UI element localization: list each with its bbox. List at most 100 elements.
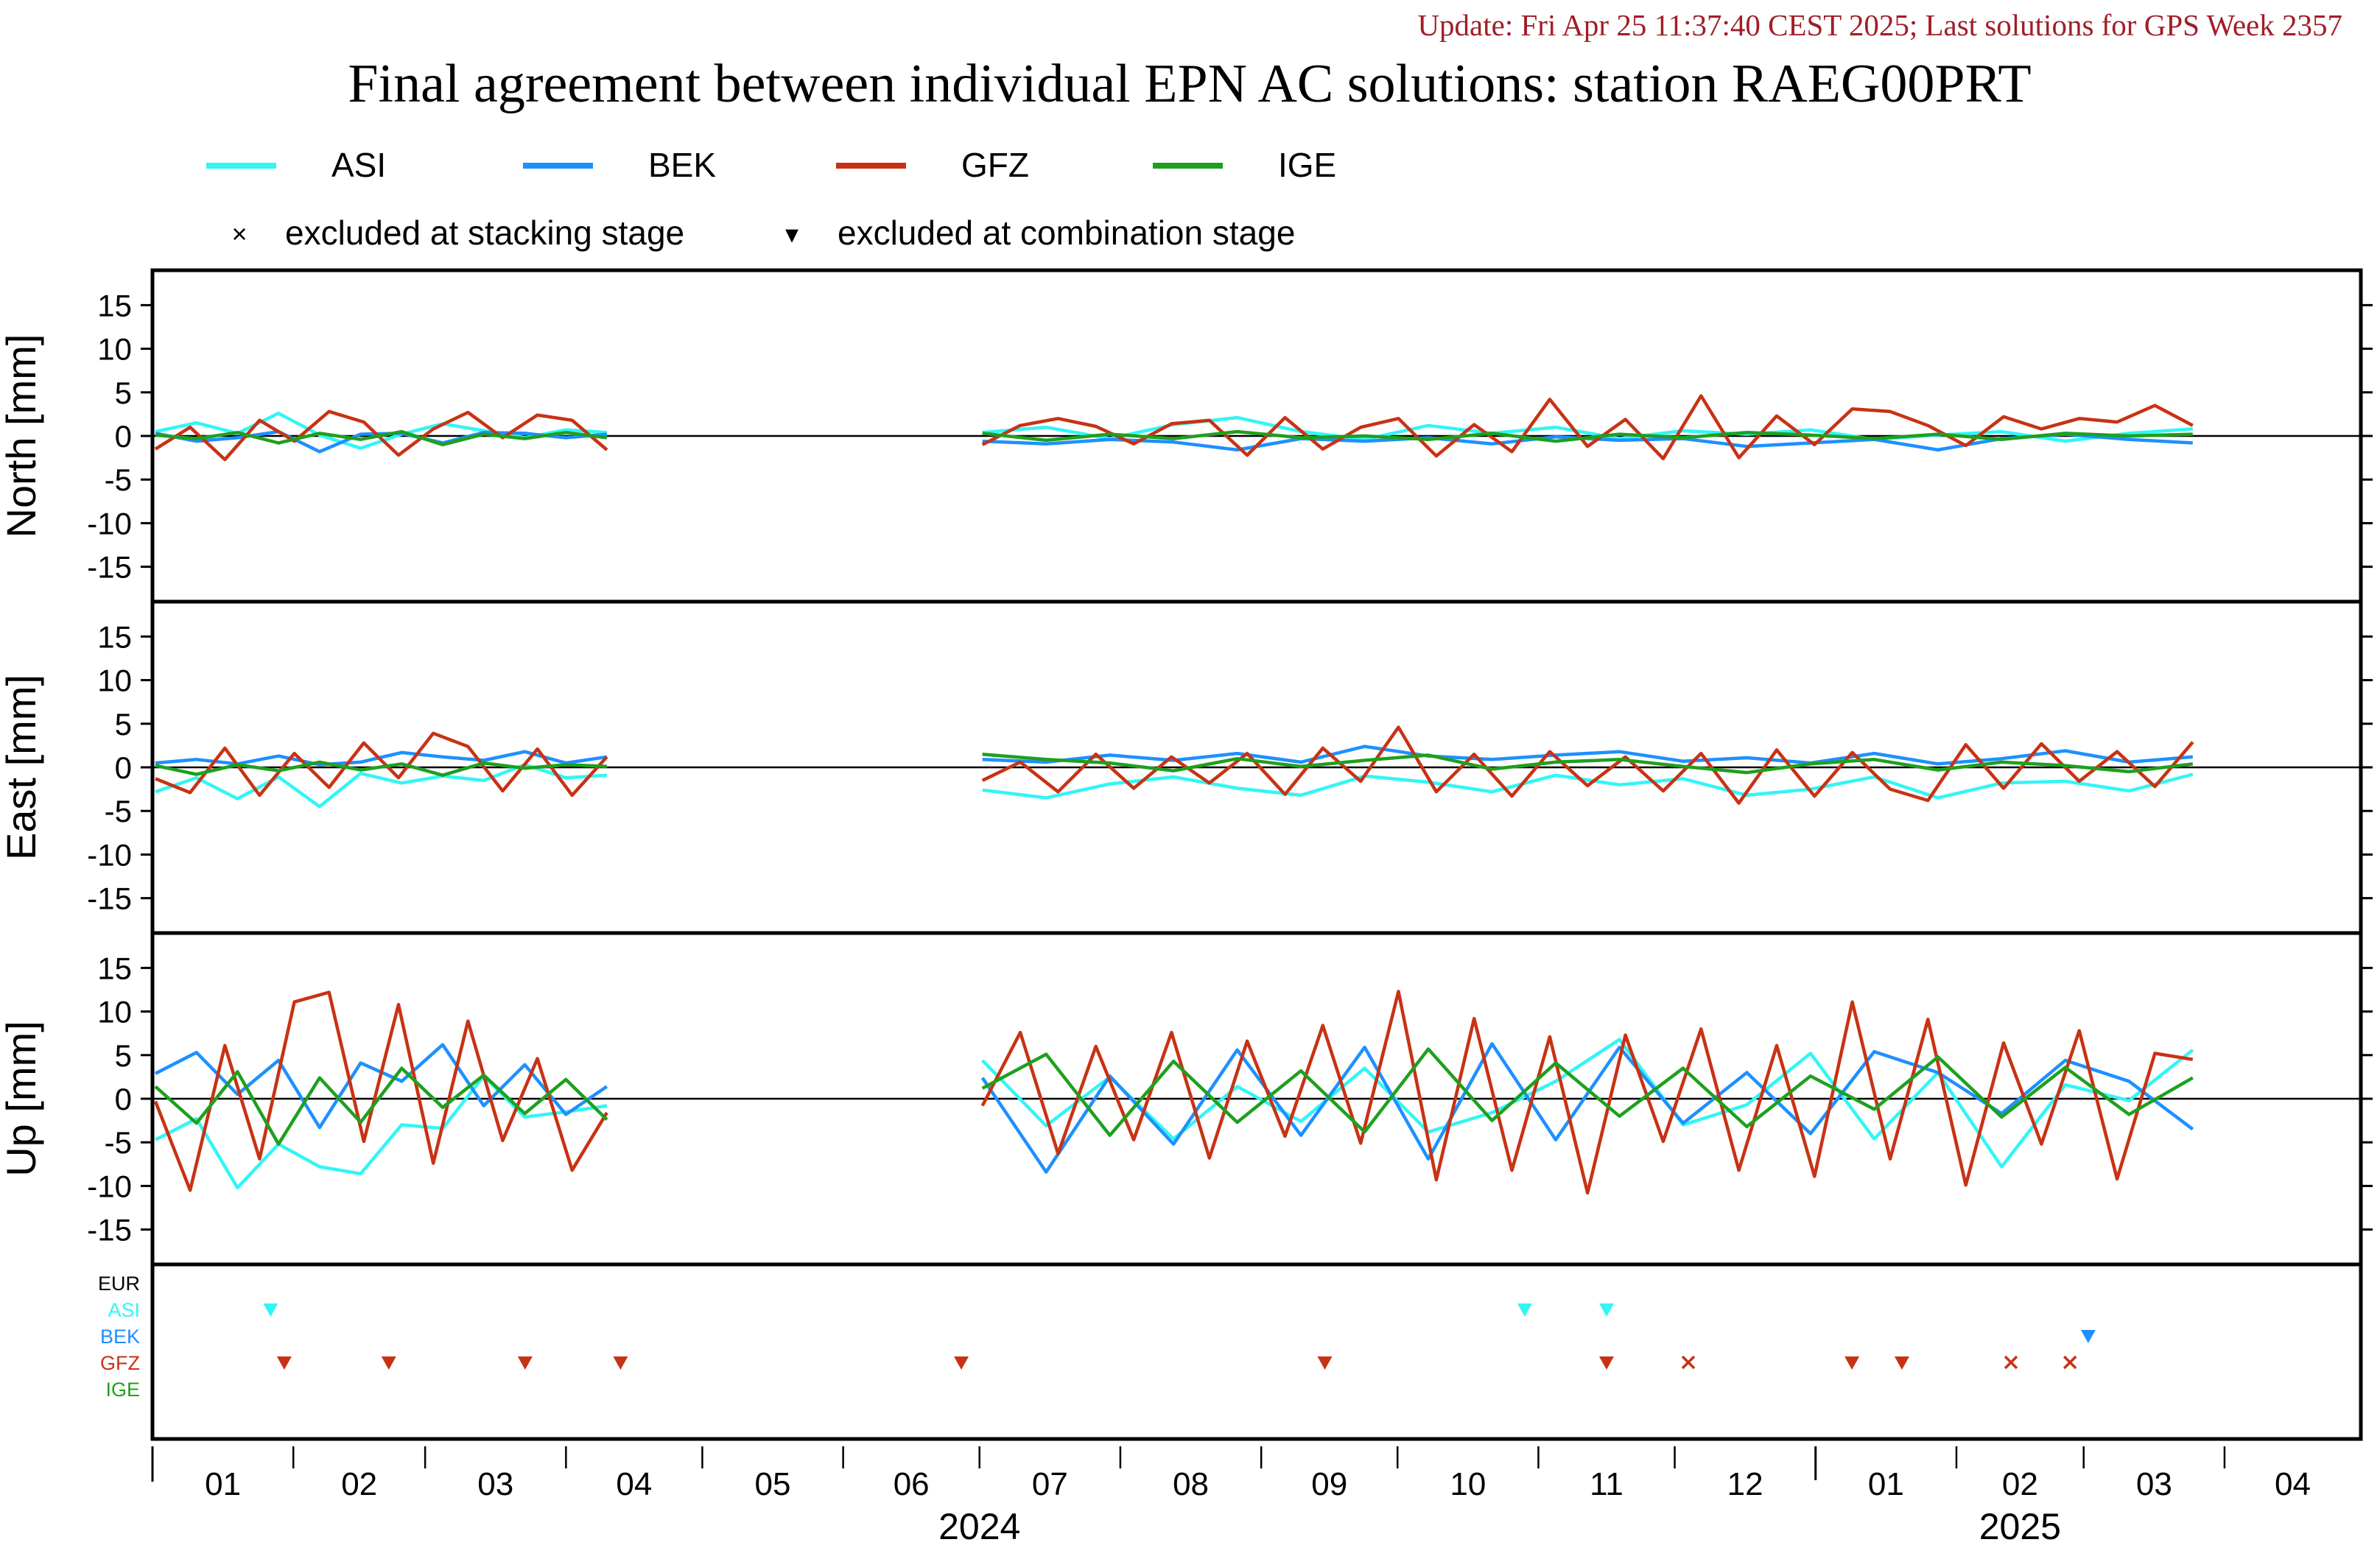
y-tick-label: 10 [97, 995, 132, 1030]
exclusion-marker-combination [954, 1356, 969, 1370]
y-tick-label: 0 [115, 1082, 132, 1116]
x-month-label: 07 [1032, 1466, 1068, 1502]
series-line-bek [982, 745, 2193, 766]
update-notice: Update: Fri Apr 25 11:37:40 CEST 2025; L… [1417, 8, 2342, 42]
exclusion-row-label-gfz: GFZ [100, 1352, 140, 1374]
exclusion-marker-stacking [2063, 1355, 2077, 1370]
series-line-ige [981, 1047, 2194, 1137]
panel-up: 15 10 5 0 -5 -10 -15 Up [mm] [0, 931, 2373, 1267]
x-month-label: 01 [1868, 1466, 1904, 1502]
y-tick-label: 15 [97, 288, 132, 323]
exclusion-marker-combination [613, 1356, 628, 1370]
y-tick-label: 15 [97, 619, 132, 654]
y-axis-label: North [mm] [0, 334, 44, 538]
legend-combination-symbol: ▾ [785, 219, 798, 249]
exclusion-marker-stroke [1681, 1355, 1696, 1370]
y-tick-label: 5 [115, 1038, 132, 1073]
x-month-label: 12 [1727, 1466, 1763, 1502]
y-tick-label: -5 [105, 1125, 132, 1160]
y-tick-label: -5 [105, 794, 132, 828]
y-axis-label: East [mm] [0, 675, 44, 860]
y-tick-label: -10 [87, 837, 132, 872]
plot-panels: 15 10 5 0 -5 -10 -15 North [mm] 15 10 5 0 -5 -10 -15 Ea… [0, 268, 2373, 1267]
y-tick-label: -10 [87, 506, 132, 541]
exclusion-marker-combination [381, 1356, 396, 1370]
exclusion-marker-combination [276, 1356, 292, 1370]
x-month-label: 09 [1311, 1466, 1347, 1502]
x-month-label: 10 [1450, 1466, 1486, 1502]
exclusion-marker-combination [263, 1303, 278, 1317]
x-month-label: 05 [755, 1466, 791, 1502]
exclusion-marker-combination [1598, 1356, 1614, 1370]
exclusion-row-label-bek: BEK [100, 1326, 140, 1348]
exclusion-marker-stroke [2004, 1355, 2018, 1370]
series-line-ige [982, 429, 2193, 443]
exclusion-panel: EUR ASI BEK GFZ IGE [98, 1262, 2363, 1441]
y-tick-label: -10 [87, 1169, 132, 1203]
y-axis-label: Up [mm] [0, 1021, 44, 1177]
x-month-label: 04 [2275, 1466, 2311, 1502]
series-line-gfz [154, 409, 608, 462]
exclusion-marker-combination [517, 1356, 533, 1370]
x-month-label: 04 [616, 1466, 652, 1502]
x-month-label: 03 [477, 1466, 513, 1502]
y-tick-label: -5 [105, 462, 132, 497]
exclusion-frame [150, 1262, 2363, 1441]
x-month-label: 08 [1173, 1466, 1209, 1502]
x-month-label: 03 [2136, 1466, 2172, 1502]
x-month-label: 01 [205, 1466, 241, 1502]
y-tick-label: 10 [97, 664, 132, 698]
series-line-gfz [153, 990, 608, 1192]
x-year-label: 2025 [1979, 1506, 2061, 1545]
series-line-asi [154, 1074, 608, 1190]
exclusion-row-label-ige: IGE [105, 1379, 140, 1401]
y-tick-label: 0 [115, 750, 132, 785]
exclusion-marker-stacking [2004, 1355, 2018, 1370]
y-tick-label: 5 [115, 376, 132, 410]
exclusion-marker-combination [2080, 1330, 2096, 1343]
legend: ASI BEK GFZ IGE × excluded at stacking stage ▾… [206, 146, 1336, 252]
exclusion-marker-combination [1517, 1303, 1532, 1317]
y-tick-label: 15 [97, 951, 132, 985]
y-tick-label: 5 [115, 707, 132, 742]
panel-north: 15 10 5 0 -5 -10 -15 North [mm] [0, 268, 2373, 604]
exclusion-marker-combination [1894, 1356, 1909, 1370]
x-month-label: 06 [894, 1466, 930, 1502]
series-line-gfz [980, 990, 2194, 1195]
exclusion-row-label-asi: ASI [108, 1299, 140, 1321]
legend-label-bek: BEK [648, 146, 716, 184]
panel-east: 15 10 5 0 -5 -10 -15 East [mm] [0, 599, 2373, 935]
y-tick-label: 10 [97, 332, 132, 367]
series-line-ige [155, 760, 607, 777]
series-line-ige [982, 752, 2194, 775]
y-tick-label: 0 [115, 419, 132, 454]
series-line-asi [155, 763, 608, 809]
exclusion-row-label-eur: EUR [98, 1273, 140, 1295]
legend-label-ige: IGE [1278, 146, 1336, 184]
x-axis: 01 02 03 04 05 06 07 08 09 10 11 12 01 02 03 04 2024 2025 [151, 1446, 2311, 1545]
legend-label-gfz: GFZ [961, 146, 1029, 184]
legend-combination-label: excluded at combination stage [838, 214, 1295, 252]
exclusion-marker-stroke [2063, 1355, 2077, 1370]
legend-stacking-label: excluded at stacking stage [285, 214, 684, 252]
exclusion-marker-combination [1598, 1303, 1614, 1317]
series-line-asi [982, 772, 2194, 800]
y-tick-label: -15 [87, 881, 132, 916]
legend-label-asi: ASI [331, 146, 386, 184]
x-month-label: 02 [341, 1466, 377, 1502]
x-month-label: 11 [1590, 1466, 1623, 1502]
series-line-bek [155, 429, 608, 454]
y-tick-label: -15 [87, 1213, 132, 1247]
series-line-ige [155, 429, 608, 447]
series-line-ige [154, 1066, 608, 1146]
series-line-gfz [981, 725, 2194, 805]
exclusion-marker-stacking [1681, 1355, 1696, 1370]
chart-title: Final agreement between individual EPN A… [348, 54, 2031, 114]
x-month-label: 02 [2002, 1466, 2038, 1502]
series-line-gfz [155, 731, 608, 798]
exclusion-marker-combination [1844, 1356, 1860, 1370]
exclusion-marker-combination [1317, 1356, 1333, 1370]
series-line-gfz [981, 394, 2194, 461]
